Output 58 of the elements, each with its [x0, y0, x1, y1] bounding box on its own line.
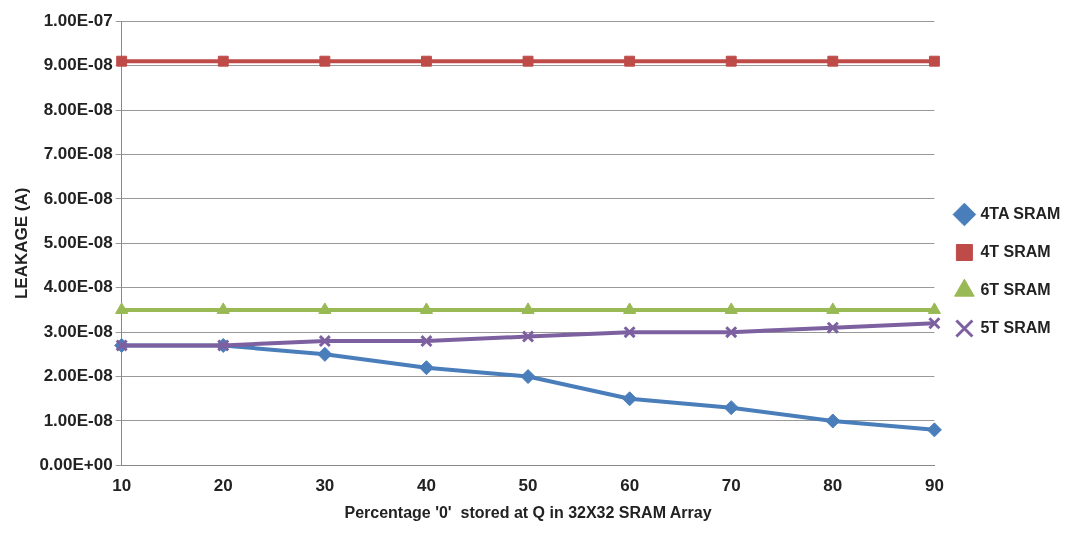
point [725, 55, 737, 67]
x-tick-label: 40 [416, 476, 436, 496]
point [928, 55, 940, 67]
point [520, 369, 536, 385]
y-tick-label: 3.00E-08 [43, 321, 113, 341]
point [926, 422, 942, 438]
point [927, 302, 941, 314]
legend-label: 5T SRAM [980, 318, 1051, 336]
point [622, 391, 638, 407]
y-tick-label: 4.00E-08 [43, 277, 113, 297]
point [826, 321, 840, 335]
point [317, 346, 333, 362]
point [623, 302, 637, 314]
y-tick-label: 9.00E-08 [43, 55, 113, 75]
point [419, 334, 433, 348]
y-tick-label: 2.00E-08 [43, 366, 113, 386]
legend-label: 4TA SRAM [980, 204, 1061, 222]
y-tick-label: 7.00E-08 [43, 144, 113, 164]
point [216, 302, 230, 314]
x-tick-label: 70 [721, 476, 741, 496]
x-axis-title: Percentage '0' stored at Q in 32X32 SRAM Array [344, 503, 712, 521]
point [624, 55, 636, 67]
x-tick-label: 30 [315, 476, 335, 496]
point [318, 302, 332, 314]
y-tick-label: 1.00E-07 [43, 10, 113, 30]
y-tick-label: 6.00E-08 [43, 188, 113, 208]
legend-label: 6T SRAM [980, 280, 1051, 298]
point [927, 316, 941, 330]
y-tick-label: 5.00E-08 [43, 232, 113, 252]
point [418, 360, 434, 376]
point [825, 413, 841, 429]
y-axis-title: LEAKAGE (A) [11, 187, 31, 300]
point [724, 302, 738, 314]
point [319, 55, 331, 67]
point [115, 302, 129, 314]
point [623, 325, 637, 339]
point [521, 330, 535, 344]
point [217, 55, 229, 67]
x-tick-label: 50 [518, 476, 538, 496]
x-tick-label: 80 [823, 476, 843, 496]
point [420, 55, 432, 67]
point [724, 325, 738, 339]
x-tick-label: 20 [213, 476, 233, 496]
x-tick-label: 10 [112, 476, 132, 496]
point [827, 55, 839, 67]
legend-label: 4T SRAM [980, 242, 1051, 260]
point [318, 334, 332, 348]
point [116, 55, 128, 67]
point [419, 302, 433, 314]
y-tick-label: 1.00E-08 [43, 410, 113, 430]
point [826, 302, 840, 314]
point [522, 55, 534, 67]
x-tick-label: 90 [924, 476, 944, 496]
point [723, 400, 739, 416]
point [521, 302, 535, 314]
x-tick-label: 60 [620, 476, 640, 496]
y-tick-label: 8.00E-08 [43, 99, 113, 119]
y-tick-label: 0.00E+00 [39, 455, 113, 475]
